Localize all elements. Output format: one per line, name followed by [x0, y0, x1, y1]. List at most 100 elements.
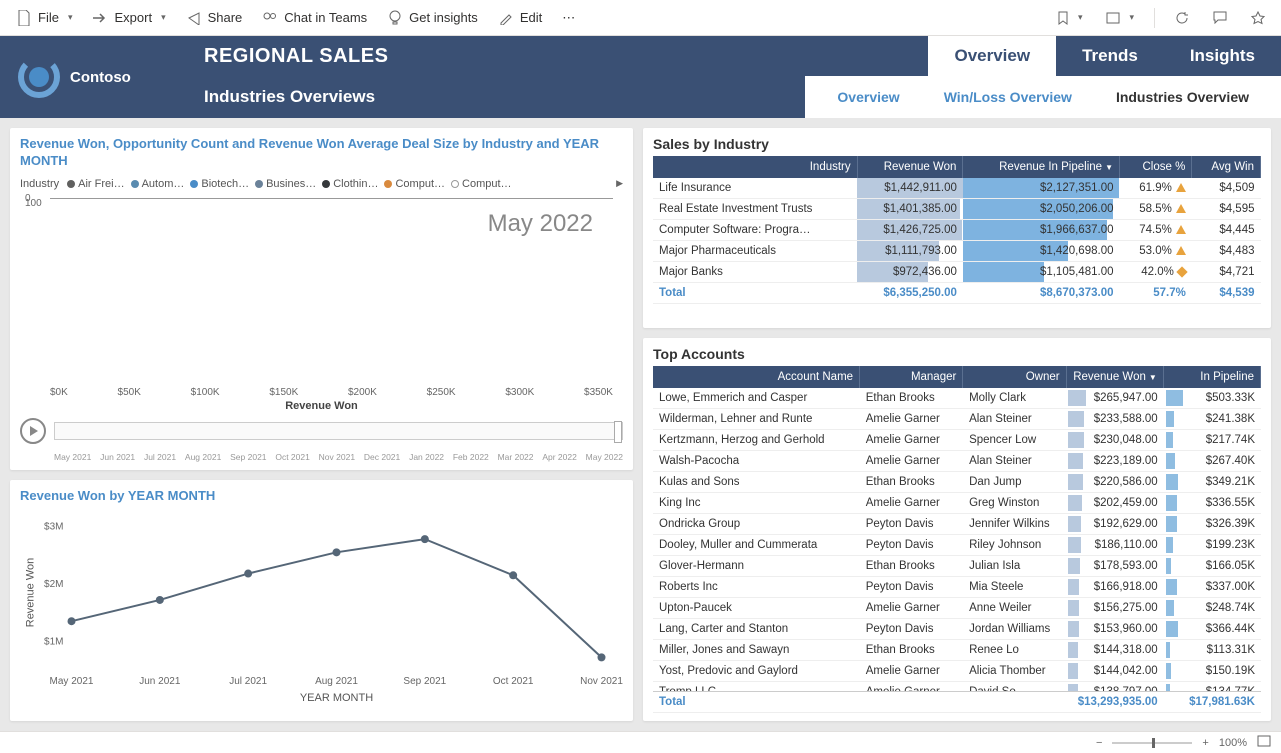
sales-by-industry-card[interactable]: Sales by Industry IndustryRevenue WonRev…	[643, 128, 1271, 328]
table-row[interactable]: Computer Software: Progra…$1,426,725.00$…	[653, 220, 1261, 241]
table-row[interactable]: Roberts IncPeyton DavisMia Steele$166,91…	[653, 577, 1261, 598]
logo-icon	[18, 56, 60, 98]
scatter-watermark: May 2022	[488, 210, 593, 238]
accounts-table: Account NameManagerOwnerRevenue Won▼In P…	[653, 366, 1261, 388]
table-row[interactable]: Kulas and SonsEthan BrooksDan Jump$220,5…	[653, 472, 1261, 493]
table-total-row: Total$13,293,935.00$17,981.63K	[653, 692, 1261, 713]
kpi-up-icon	[1176, 246, 1186, 255]
legend-dot-icon	[131, 180, 139, 188]
svg-text:Nov 2021: Nov 2021	[580, 676, 623, 687]
chevron-down-icon: ▾	[68, 12, 73, 23]
insights-label: Get insights	[409, 10, 478, 25]
line-chart-card[interactable]: Revenue Won by YEAR MONTH $1M$2M$3MReven…	[10, 480, 633, 721]
table-row[interactable]: Lang, Carter and StantonPeyton DavisJord…	[653, 619, 1261, 640]
svg-text:Oct 2021: Oct 2021	[493, 676, 534, 687]
column-header[interactable]: Avg Win	[1192, 156, 1261, 178]
kpi-up-icon	[1176, 183, 1186, 192]
subnav-tab[interactable]: Overview	[815, 76, 921, 118]
column-header[interactable]: Account Name	[653, 366, 860, 388]
column-header[interactable]: Revenue In Pipeline▼	[963, 156, 1120, 178]
legend-item[interactable]: Comput…	[451, 178, 512, 190]
bookmark-button[interactable]: ▾	[1049, 7, 1091, 29]
file-icon	[16, 10, 32, 26]
nav-tab-trends[interactable]: Trends	[1056, 36, 1164, 76]
table-row[interactable]: Life Insurance$1,442,911.00$2,127,351.00…	[653, 178, 1261, 199]
zoom-plus[interactable]: +	[1202, 737, 1208, 749]
table-row[interactable]: Wilderman, Lehner and RunteAmelie Garner…	[653, 409, 1261, 430]
subnav-tab[interactable]: Win/Loss Overview	[922, 76, 1094, 118]
table-row[interactable]: Major Pharmaceuticals$1,111,793.00$1,420…	[653, 241, 1261, 262]
chat-label: Chat in Teams	[284, 10, 367, 25]
legend-item[interactable]: Air Frei…	[67, 178, 124, 190]
svg-text:Aug 2021: Aug 2021	[315, 676, 358, 687]
fit-page-button[interactable]	[1257, 735, 1271, 750]
comment-button[interactable]	[1205, 7, 1235, 28]
table-row[interactable]: Tromp LLCAmelie GarnerDavid So$138,797.0…	[653, 682, 1261, 692]
legend-item[interactable]: Comput…	[384, 178, 445, 190]
column-header[interactable]: Close %	[1119, 156, 1191, 178]
edit-label: Edit	[520, 10, 542, 25]
top-accounts-card[interactable]: Top Accounts Account NameManagerOwnerRev…	[643, 338, 1271, 721]
table-row[interactable]: Dooley, Muller and CummerataPeyton Davis…	[653, 535, 1261, 556]
column-header[interactable]: Industry	[653, 156, 857, 178]
table-row[interactable]: Major Banks$972,436.00$1,105,481.0042.0%…	[653, 262, 1261, 283]
scatter-plot-area: May 2022 100 0	[50, 198, 613, 199]
table-row[interactable]: Yost, Predovic and GaylordAmelie GarnerA…	[653, 661, 1261, 682]
table-total-row: Total$6,355,250.00$8,670,373.0057.7%$4,5…	[653, 283, 1261, 304]
legend-label: Industry	[20, 178, 59, 190]
table-row[interactable]: Lowe, Emmerich and CasperEthan BrooksMol…	[653, 388, 1261, 409]
play-button[interactable]	[20, 418, 46, 444]
table-row[interactable]: Upton-PaucekAmelie GarnerAnne Weiler$156…	[653, 598, 1261, 619]
legend-item[interactable]: Clothin…	[322, 178, 378, 190]
edit-button[interactable]: Edit	[490, 6, 550, 30]
export-button[interactable]: Export▾	[84, 6, 173, 30]
scatter-chart-card[interactable]: Revenue Won, Opportunity Count and Reven…	[10, 128, 633, 470]
column-header[interactable]: Owner	[963, 366, 1066, 388]
refresh-button[interactable]	[1167, 7, 1197, 29]
share-button[interactable]: Share	[178, 6, 251, 30]
column-header[interactable]: Revenue Won	[857, 156, 963, 178]
brand-label: Contoso	[70, 69, 131, 86]
zoom-minus[interactable]: −	[1096, 737, 1102, 749]
more-button[interactable]: ⋯	[554, 6, 583, 30]
file-button[interactable]: File▾	[8, 6, 80, 30]
column-header[interactable]: Manager	[860, 366, 963, 388]
table-row[interactable]: Real Estate Investment Trusts$1,401,385.…	[653, 199, 1261, 220]
share-icon	[186, 10, 202, 26]
table-row[interactable]: Kertzmann, Herzog and GerholdAmelie Garn…	[653, 430, 1261, 451]
table-row[interactable]: King IncAmelie GarnerGreg Winston$202,45…	[653, 493, 1261, 514]
table-row[interactable]: Glover-HermannEthan BrooksJulian Isla$17…	[653, 556, 1261, 577]
view-button[interactable]: ▾	[1098, 8, 1142, 28]
line-chart-svg: $1M$2M$3MRevenue WonMay 2021Jun 2021Jul …	[20, 505, 623, 705]
legend-next-icon[interactable]: ▶	[616, 178, 623, 189]
legend-item[interactable]: Busines…	[255, 178, 316, 190]
industry-table: IndustryRevenue WonRevenue In Pipeline▼C…	[653, 156, 1261, 304]
table-row[interactable]: Ondricka GroupPeyton DavisJennifer Wilki…	[653, 514, 1261, 535]
header-band: Contoso REGIONAL SALES OverviewTrendsIns…	[0, 36, 1281, 118]
nav-tab-overview[interactable]: Overview	[928, 36, 1056, 76]
bulb-icon	[387, 10, 403, 26]
legend-dot-icon	[384, 180, 392, 188]
svg-text:YEAR MONTH: YEAR MONTH	[300, 692, 373, 704]
legend-item[interactable]: Biotech…	[190, 178, 249, 190]
nav-tab-insights[interactable]: Insights	[1164, 36, 1281, 76]
table-row[interactable]: Walsh-PacochaAmelie GarnerAlan Steiner$2…	[653, 451, 1261, 472]
column-header[interactable]: In Pipeline	[1163, 366, 1260, 388]
legend-item[interactable]: Autom…	[131, 178, 185, 190]
subnav-tab[interactable]: Industries Overview	[1094, 76, 1271, 118]
favorite-button[interactable]	[1243, 7, 1273, 29]
insights-button[interactable]: Get insights	[379, 6, 486, 30]
chat-teams-button[interactable]: Chat in Teams	[254, 6, 375, 30]
export-label: Export	[114, 10, 152, 25]
table-row[interactable]: Miller, Jones and SawaynEthan BrooksRene…	[653, 640, 1261, 661]
timeline-slider[interactable]	[54, 422, 623, 440]
column-header[interactable]: Revenue Won▼	[1066, 366, 1163, 388]
report-canvas: Revenue Won, Opportunity Count and Reven…	[0, 118, 1281, 731]
svg-text:$3M: $3M	[44, 521, 63, 532]
teams-icon	[262, 10, 278, 26]
legend-dot-icon	[190, 180, 198, 188]
zoom-slider[interactable]	[1112, 742, 1192, 744]
brand-area: Contoso	[0, 36, 190, 118]
svg-text:Revenue Won: Revenue Won	[25, 558, 37, 628]
legend-dot-icon	[451, 180, 459, 188]
